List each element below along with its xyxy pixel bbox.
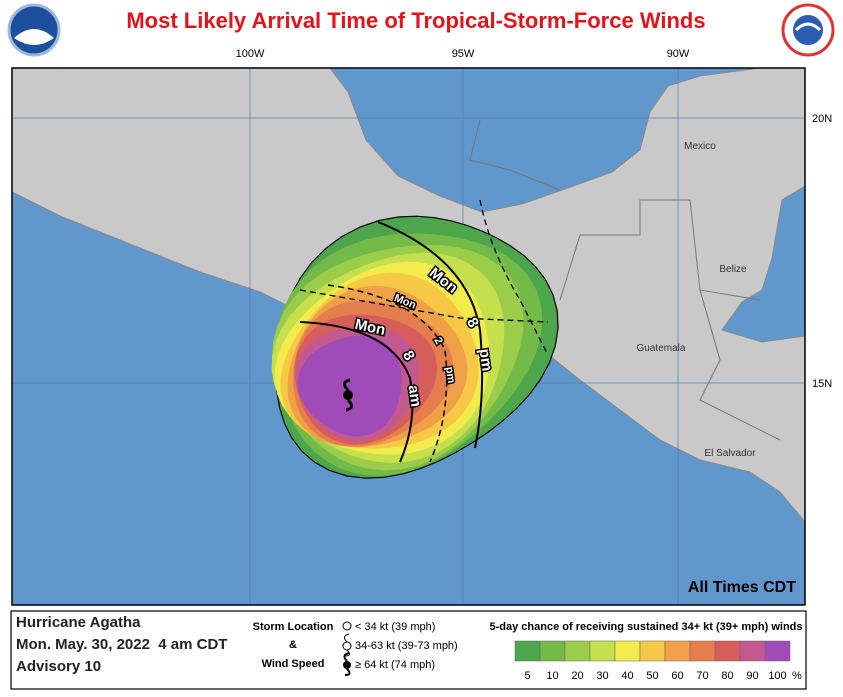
scale-swatch bbox=[539, 640, 566, 662]
scale-swatch bbox=[664, 640, 691, 662]
advisory-date: Mon. May. 30, 2022 4 am CDT bbox=[16, 636, 227, 653]
scale-swatch bbox=[514, 640, 541, 662]
place-label: El Salvador bbox=[704, 448, 756, 459]
latitude-label: 15N bbox=[812, 378, 832, 390]
scale-swatch bbox=[639, 640, 666, 662]
legend-symbol bbox=[342, 641, 352, 651]
map bbox=[12, 68, 805, 605]
scale-label: 10 bbox=[546, 670, 558, 682]
legend-title: & bbox=[289, 639, 297, 651]
scale-swatch bbox=[589, 640, 616, 662]
probability-shell bbox=[297, 335, 402, 437]
title: Most Likely Arrival Time of Tropical-Sto… bbox=[126, 8, 705, 33]
arrival-lines bbox=[299, 199, 549, 463]
scale-label: 80 bbox=[721, 670, 733, 682]
scale-label: 40 bbox=[621, 670, 633, 682]
probability-scale: 5 10 20 30 40 50 60 70 80 90 100% bbox=[514, 640, 802, 682]
scale-label: 90 bbox=[746, 670, 758, 682]
arrival-period: pm bbox=[443, 366, 457, 384]
scale-unit: % bbox=[792, 670, 802, 682]
legend-title: Wind Speed bbox=[262, 658, 325, 670]
legend-item: 34-63 kt (39-73 mph) bbox=[355, 640, 458, 652]
nws-logo bbox=[781, 3, 835, 57]
place-label: Mexico bbox=[684, 141, 716, 152]
legend-symbol bbox=[343, 661, 351, 669]
legend-symbol bbox=[343, 652, 351, 676]
scale-swatch bbox=[564, 640, 591, 662]
legend-item: ≥ 64 kt (74 mph) bbox=[355, 659, 435, 671]
storm-name: Hurricane Agatha bbox=[16, 614, 141, 631]
scale-swatch bbox=[689, 640, 716, 662]
scale-label: 5 bbox=[524, 670, 530, 682]
longitude-label: 100W bbox=[236, 48, 265, 60]
probability-shells bbox=[271, 215, 559, 479]
scale-label: 70 bbox=[696, 670, 708, 682]
legend-item: < 34 kt (39 mph) bbox=[355, 621, 435, 633]
scale-title: 5-day chance of receiving sustained 34+ … bbox=[490, 621, 803, 633]
place-label: Belize bbox=[719, 264, 747, 275]
noaa-logo bbox=[7, 3, 61, 57]
note: All Times CDT bbox=[688, 579, 796, 596]
scale-swatch bbox=[739, 640, 766, 662]
legend-title: Storm Location bbox=[253, 621, 334, 633]
scale-label: 100 bbox=[768, 670, 786, 682]
map-frame bbox=[11, 67, 806, 606]
arrival-period: am bbox=[405, 384, 425, 408]
legend-symbol bbox=[342, 621, 352, 631]
storm-icon bbox=[343, 378, 353, 412]
scale-swatch bbox=[714, 640, 741, 662]
scale-label: 30 bbox=[596, 670, 608, 682]
legend-symbol bbox=[343, 633, 351, 657]
arrival-period: pm bbox=[476, 348, 496, 373]
longitude-label: 95W bbox=[452, 48, 475, 60]
borders bbox=[469, 119, 781, 441]
scale-label: 60 bbox=[671, 670, 683, 682]
advisory-number: Advisory 10 bbox=[16, 658, 101, 675]
latitude-label: 20N bbox=[812, 113, 832, 125]
place-label: Guatemala bbox=[637, 343, 686, 354]
scale-label: 50 bbox=[646, 670, 658, 682]
scale-swatch bbox=[764, 640, 791, 662]
scale-swatch bbox=[614, 640, 641, 662]
longitude-label: 90W bbox=[667, 48, 690, 60]
scale-label: 20 bbox=[571, 670, 583, 682]
